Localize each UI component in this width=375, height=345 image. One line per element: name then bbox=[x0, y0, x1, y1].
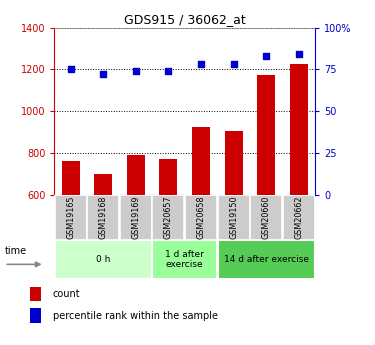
Text: count: count bbox=[53, 289, 80, 299]
Text: percentile rank within the sample: percentile rank within the sample bbox=[53, 311, 217, 321]
Bar bbox=[62, 161, 80, 195]
Bar bbox=[217, 240, 315, 279]
Bar bbox=[217, 195, 249, 240]
Text: GSM20662: GSM20662 bbox=[294, 196, 303, 239]
Bar bbox=[87, 195, 119, 240]
Text: GSM20657: GSM20657 bbox=[164, 196, 173, 239]
Text: time: time bbox=[4, 246, 27, 256]
Bar bbox=[225, 131, 243, 195]
Title: GDS915 / 36062_at: GDS915 / 36062_at bbox=[124, 13, 246, 27]
Text: 0 h: 0 h bbox=[96, 255, 110, 264]
Bar bbox=[185, 195, 217, 240]
Bar bbox=[250, 195, 282, 240]
Point bbox=[296, 52, 302, 57]
Point bbox=[133, 68, 139, 74]
Text: GSM19168: GSM19168 bbox=[99, 196, 108, 239]
Text: GSM19150: GSM19150 bbox=[229, 196, 238, 239]
Bar bbox=[192, 127, 210, 195]
Bar bbox=[290, 64, 308, 195]
Bar bbox=[257, 75, 275, 195]
Point bbox=[263, 53, 269, 59]
Point bbox=[68, 67, 74, 72]
Bar bbox=[30, 308, 40, 323]
Bar bbox=[283, 195, 315, 240]
Bar bbox=[55, 240, 152, 279]
Point bbox=[198, 62, 204, 67]
Text: 1 d after
exercise: 1 d after exercise bbox=[165, 250, 204, 269]
Text: 14 d after exercise: 14 d after exercise bbox=[224, 255, 309, 264]
Bar bbox=[94, 174, 112, 195]
Bar bbox=[152, 240, 217, 279]
Bar bbox=[127, 155, 145, 195]
Text: GSM20658: GSM20658 bbox=[196, 196, 206, 239]
Text: GSM20660: GSM20660 bbox=[262, 196, 271, 239]
Text: GSM19165: GSM19165 bbox=[66, 196, 75, 239]
Point bbox=[100, 72, 106, 77]
Bar bbox=[152, 195, 184, 240]
Bar bbox=[30, 287, 40, 301]
Bar bbox=[55, 195, 87, 240]
Text: GSM19169: GSM19169 bbox=[131, 196, 140, 239]
Point bbox=[231, 62, 237, 67]
Bar bbox=[159, 159, 177, 195]
Point bbox=[165, 68, 171, 74]
Bar bbox=[120, 195, 152, 240]
